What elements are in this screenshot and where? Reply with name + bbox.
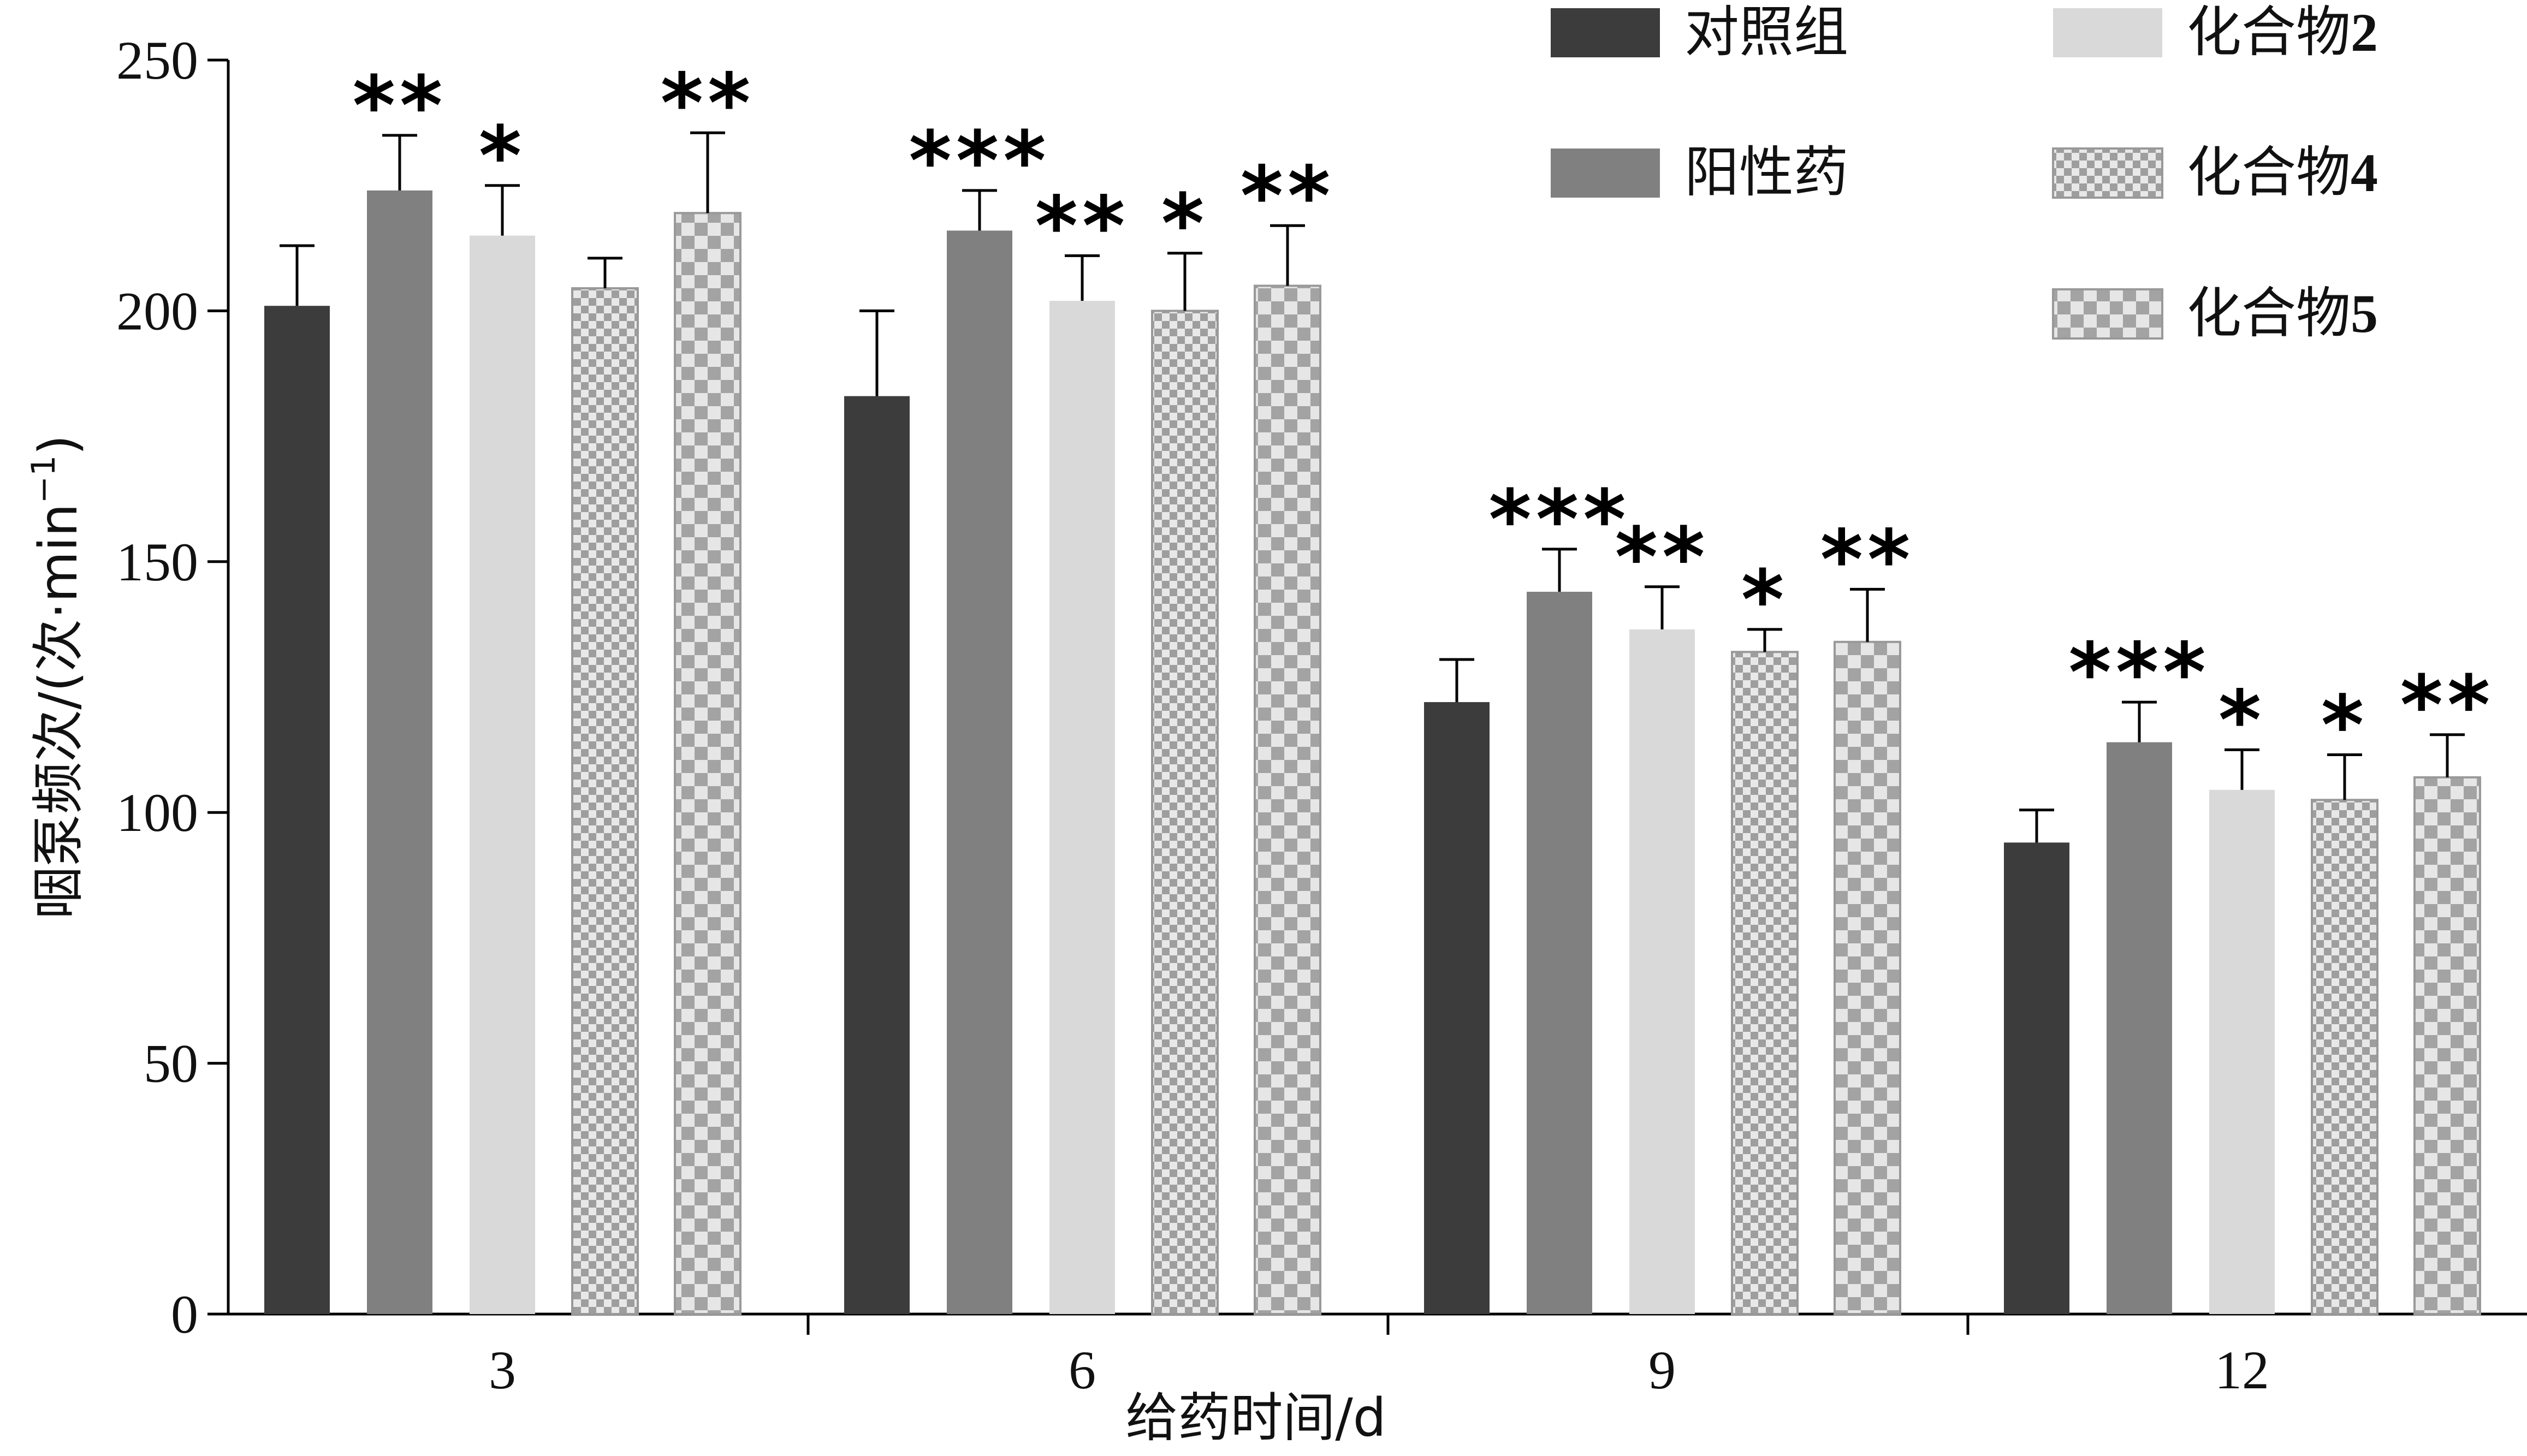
legend-label: 化合物2 bbox=[2187, 0, 2378, 64]
bar bbox=[947, 230, 1012, 1315]
significance-mark: * bbox=[479, 109, 526, 204]
significance-mark: * bbox=[2321, 679, 2368, 774]
significance-mark: *** bbox=[2068, 626, 2210, 721]
x-axis-label: 给药时间/d bbox=[1125, 1387, 1386, 1448]
bar bbox=[2413, 776, 2481, 1316]
y-tick-label: 150 bbox=[116, 532, 198, 592]
bar bbox=[2209, 789, 2275, 1314]
significance-mark: ** bbox=[2400, 658, 2495, 753]
significance-mark: ** bbox=[1035, 179, 1130, 274]
bar bbox=[1629, 629, 1695, 1314]
bar bbox=[2004, 842, 2069, 1314]
bar bbox=[571, 287, 639, 1316]
y-axis-label-close: ) bbox=[28, 435, 89, 455]
y-axis-ticks: 0 50 100 150 200 250 bbox=[116, 30, 228, 1345]
significance-mark: *** bbox=[909, 114, 1050, 209]
significance-mark: * bbox=[1161, 177, 1208, 272]
y-tick-label: 50 bbox=[144, 1033, 198, 1094]
bar bbox=[1049, 301, 1115, 1315]
legend-label: 阳性药 bbox=[1684, 140, 1848, 204]
significance-mark: *** bbox=[1488, 473, 1630, 568]
bar bbox=[674, 212, 742, 1315]
bar bbox=[1834, 640, 1901, 1315]
bar bbox=[844, 396, 910, 1315]
legend-swatch bbox=[1551, 8, 1660, 57]
x-tick-label: 6 bbox=[1069, 1340, 1096, 1400]
legend-swatch bbox=[2053, 8, 2162, 57]
y-axis-label: 咽泵频次/(次·min−1) bbox=[25, 435, 89, 919]
legend-swatch bbox=[2052, 147, 2163, 199]
bar bbox=[470, 235, 535, 1315]
legend-swatch bbox=[1551, 148, 1660, 198]
x-tick-label: 9 bbox=[1648, 1340, 1676, 1400]
bar bbox=[2311, 799, 2378, 1315]
bar bbox=[264, 306, 330, 1315]
bars bbox=[264, 190, 2481, 1316]
bar bbox=[1527, 591, 1592, 1314]
significance-mark: ** bbox=[661, 56, 755, 151]
x-tick-label: 12 bbox=[2215, 1340, 2269, 1400]
significance-mark: ** bbox=[353, 59, 447, 154]
bar bbox=[367, 190, 432, 1315]
error-bars bbox=[280, 131, 2465, 843]
significance-mark: ** bbox=[1615, 510, 1710, 605]
legend-label: 化合物4 bbox=[2187, 140, 2378, 204]
y-tick-label: 100 bbox=[116, 782, 198, 843]
y-tick-label: 200 bbox=[116, 281, 198, 341]
bar bbox=[1424, 702, 1490, 1314]
y-tick-label: 250 bbox=[116, 30, 198, 91]
legend-label: 化合物5 bbox=[2187, 281, 2378, 345]
legend-label: 对照组 bbox=[1684, 0, 1848, 64]
significance-mark: * bbox=[1741, 553, 1788, 648]
significance-mark: ** bbox=[1820, 513, 1915, 608]
significance-mark: * bbox=[2218, 673, 2265, 768]
x-tick-label: 3 bbox=[489, 1340, 516, 1400]
bar bbox=[1254, 284, 1321, 1316]
y-tick-label: 0 bbox=[171, 1284, 198, 1345]
legend-swatch bbox=[2052, 288, 2163, 340]
y-axis-label-superscript: −1 bbox=[25, 455, 63, 503]
bar bbox=[1731, 651, 1799, 1315]
bar bbox=[2107, 742, 2172, 1314]
y-axis-label-main: 咽泵频次/(次·min bbox=[28, 503, 89, 919]
significance-mark: ** bbox=[1241, 149, 1335, 244]
x-axis-ticks: 3 6 9 12 bbox=[489, 1314, 2269, 1400]
significance-marks: ********** * ******* * ****** * ** bbox=[353, 56, 2495, 774]
bar bbox=[1151, 310, 1219, 1315]
